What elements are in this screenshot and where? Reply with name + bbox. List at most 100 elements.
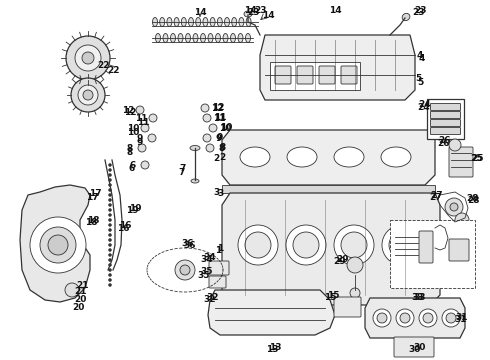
Ellipse shape: [232, 18, 237, 27]
Circle shape: [108, 194, 112, 197]
Text: 34: 34: [201, 256, 213, 265]
Circle shape: [83, 90, 93, 100]
Polygon shape: [260, 35, 415, 100]
Circle shape: [455, 213, 469, 227]
Circle shape: [108, 174, 112, 176]
Text: 19: 19: [126, 206, 138, 215]
Ellipse shape: [163, 33, 168, 42]
FancyBboxPatch shape: [297, 66, 313, 84]
Ellipse shape: [174, 18, 179, 27]
Circle shape: [334, 225, 374, 265]
Circle shape: [108, 279, 112, 282]
Text: 4: 4: [417, 50, 423, 59]
Circle shape: [78, 85, 98, 105]
FancyBboxPatch shape: [449, 147, 473, 177]
Text: 23: 23: [412, 8, 424, 17]
FancyBboxPatch shape: [427, 99, 464, 139]
Circle shape: [373, 309, 391, 327]
FancyBboxPatch shape: [394, 337, 434, 357]
Circle shape: [108, 258, 112, 261]
Text: 14: 14: [329, 5, 342, 14]
Ellipse shape: [167, 18, 172, 27]
Text: 14: 14: [194, 8, 206, 17]
Text: 32: 32: [207, 293, 219, 302]
Circle shape: [108, 248, 112, 252]
Text: 12: 12: [122, 105, 134, 114]
Circle shape: [108, 269, 112, 271]
Ellipse shape: [189, 18, 194, 27]
Circle shape: [40, 227, 76, 263]
Text: 28: 28: [466, 194, 478, 202]
Ellipse shape: [181, 18, 186, 27]
Circle shape: [141, 161, 149, 169]
Text: 13: 13: [266, 346, 278, 355]
Text: 24: 24: [417, 103, 430, 112]
Ellipse shape: [223, 33, 228, 42]
Circle shape: [136, 106, 144, 114]
Text: 8: 8: [220, 143, 226, 152]
Circle shape: [201, 104, 209, 112]
Circle shape: [203, 134, 211, 142]
FancyBboxPatch shape: [431, 127, 461, 135]
Ellipse shape: [217, 18, 222, 27]
Text: 9: 9: [217, 132, 223, 141]
Circle shape: [108, 184, 112, 186]
FancyBboxPatch shape: [341, 66, 357, 84]
Circle shape: [238, 225, 278, 265]
Text: 3: 3: [213, 188, 219, 197]
Circle shape: [108, 274, 112, 276]
Ellipse shape: [196, 18, 201, 27]
Circle shape: [446, 313, 456, 323]
Text: 30: 30: [409, 346, 421, 355]
Ellipse shape: [381, 147, 411, 167]
Text: 12: 12: [124, 108, 136, 117]
Text: 2: 2: [219, 153, 225, 162]
Circle shape: [396, 309, 414, 327]
Circle shape: [108, 239, 112, 242]
Text: 11: 11: [137, 117, 149, 126]
Ellipse shape: [238, 33, 243, 42]
Text: 22: 22: [97, 60, 109, 69]
Ellipse shape: [210, 18, 215, 27]
Ellipse shape: [402, 13, 410, 21]
FancyBboxPatch shape: [222, 185, 435, 193]
Ellipse shape: [287, 147, 317, 167]
Ellipse shape: [200, 33, 205, 42]
Polygon shape: [365, 298, 465, 338]
Text: 10: 10: [220, 122, 232, 131]
Circle shape: [209, 124, 217, 132]
Circle shape: [389, 232, 415, 258]
Circle shape: [108, 189, 112, 192]
Circle shape: [203, 114, 211, 122]
Text: 32: 32: [204, 296, 216, 305]
Circle shape: [245, 232, 271, 258]
Circle shape: [108, 234, 112, 237]
Ellipse shape: [178, 33, 183, 42]
Text: 7: 7: [180, 163, 186, 172]
FancyBboxPatch shape: [449, 239, 469, 261]
FancyBboxPatch shape: [209, 261, 229, 275]
Text: 36: 36: [184, 240, 196, 249]
Text: 9: 9: [216, 134, 222, 143]
Ellipse shape: [191, 179, 199, 183]
FancyBboxPatch shape: [431, 112, 461, 118]
Polygon shape: [222, 130, 435, 185]
Circle shape: [108, 229, 112, 231]
Text: 25: 25: [471, 153, 483, 162]
Text: 31: 31: [455, 315, 467, 324]
Text: 34: 34: [204, 253, 216, 262]
Text: 21: 21: [76, 280, 88, 289]
Text: 11: 11: [135, 113, 147, 122]
Text: 23: 23: [414, 5, 426, 14]
Ellipse shape: [245, 33, 250, 42]
Text: 9: 9: [137, 138, 143, 147]
Text: 10: 10: [127, 127, 139, 136]
Ellipse shape: [224, 18, 229, 27]
FancyBboxPatch shape: [275, 66, 291, 84]
Text: 17: 17: [86, 193, 98, 202]
Text: 17: 17: [89, 189, 101, 198]
Circle shape: [108, 179, 112, 181]
Ellipse shape: [240, 147, 270, 167]
Text: 3: 3: [217, 189, 223, 198]
Text: 18: 18: [87, 216, 99, 225]
